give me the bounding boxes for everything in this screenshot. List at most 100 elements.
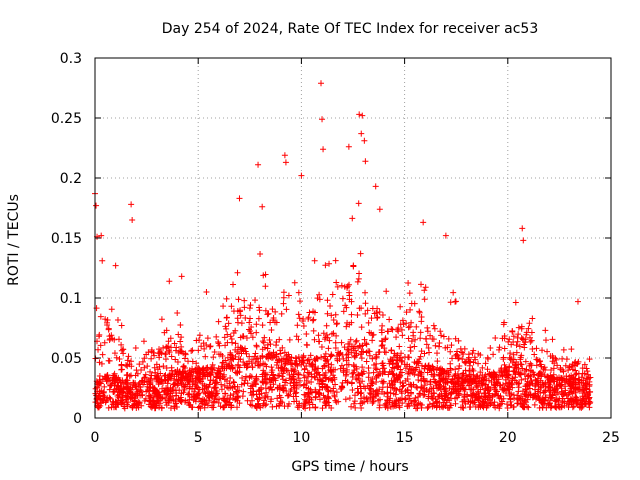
- roti-point: [480, 376, 487, 383]
- roti-point: [389, 364, 396, 371]
- roti-point: [379, 365, 386, 372]
- roti-point: [554, 389, 561, 396]
- roti-point: [301, 396, 308, 403]
- roti-point: [454, 370, 461, 377]
- roti-point: [533, 356, 540, 363]
- roti-point: [330, 372, 337, 379]
- x-tick-label: 0: [91, 430, 100, 446]
- roti-point: [196, 386, 203, 393]
- roti-point: [238, 320, 245, 327]
- roti-point: [501, 345, 508, 352]
- roti-point: [532, 392, 539, 399]
- roti-point: [295, 311, 302, 318]
- roti-point: [150, 388, 157, 395]
- roti-point: [509, 359, 516, 366]
- roti-point: [412, 366, 419, 373]
- roti-point: [127, 395, 134, 402]
- roti-point: [398, 326, 405, 333]
- roti-point: [175, 331, 182, 338]
- roti-point: [387, 390, 394, 397]
- roti-point: [221, 371, 228, 378]
- roti-point: [363, 340, 370, 347]
- roti-point: [404, 386, 411, 393]
- roti-point: [376, 308, 383, 315]
- roti-point: [240, 358, 247, 365]
- roti-point: [321, 362, 328, 369]
- roti-point: [344, 319, 351, 326]
- roti-point: [128, 363, 135, 370]
- roti-point: [447, 367, 454, 374]
- roti-point: [118, 366, 125, 373]
- roti-point: [365, 374, 372, 381]
- roti-point: [187, 383, 194, 390]
- roti-point: [561, 402, 568, 409]
- roti-point: [461, 393, 468, 400]
- roti-point: [368, 315, 375, 322]
- roti-point: [355, 372, 362, 379]
- roti-point: [345, 351, 352, 358]
- roti-point: [359, 364, 366, 371]
- roti-point: [204, 373, 211, 380]
- roti-point: [559, 355, 566, 362]
- roti-point: [500, 354, 507, 361]
- roti-point: [172, 381, 179, 388]
- roti-point: [373, 360, 380, 367]
- roti-point: [569, 399, 576, 406]
- roti-point: [385, 328, 392, 335]
- roti-point: [565, 375, 572, 382]
- roti-point: [281, 365, 288, 372]
- roti-point: [166, 278, 173, 285]
- roti-point: [259, 346, 266, 353]
- roti-point: [260, 370, 267, 377]
- roti-point: [470, 347, 477, 354]
- roti-point: [504, 404, 511, 411]
- roti-point: [323, 358, 330, 365]
- roti-point: [534, 388, 541, 395]
- roti-point: [280, 289, 287, 296]
- roti-point: [293, 355, 300, 362]
- roti-point: [436, 343, 443, 350]
- roti-point: [422, 378, 429, 385]
- roti-point: [259, 371, 266, 378]
- roti-point: [325, 395, 332, 402]
- roti-point: [567, 395, 574, 402]
- roti-point: [243, 373, 250, 380]
- roti-point: [178, 372, 185, 379]
- roti-point: [366, 329, 373, 336]
- roti-point: [101, 339, 108, 346]
- roti-point: [178, 334, 185, 341]
- roti-point: [541, 372, 548, 379]
- roti-point: [118, 361, 125, 368]
- roti-point: [477, 369, 484, 376]
- roti-point: [148, 348, 155, 355]
- roti-point: [162, 356, 169, 363]
- roti-point: [369, 355, 376, 362]
- roti-point: [584, 368, 591, 375]
- roti-point: [303, 341, 310, 348]
- roti-point: [542, 327, 549, 334]
- roti-point: [239, 375, 246, 382]
- roti-point: [264, 345, 271, 352]
- roti-point: [241, 297, 248, 304]
- roti-point: [424, 405, 431, 412]
- roti-point: [339, 295, 346, 302]
- roti-point: [230, 379, 237, 386]
- roti-point: [155, 381, 162, 388]
- roti-point: [243, 334, 250, 341]
- roti-point: [132, 345, 139, 352]
- roti-point: [203, 289, 210, 295]
- x-tick-label: 20: [499, 430, 517, 446]
- roti-point: [228, 356, 235, 363]
- roti-point: [363, 341, 370, 348]
- roti-point: [202, 353, 209, 360]
- roti-point: [265, 310, 272, 317]
- roti-point: [417, 329, 424, 336]
- roti-point: [185, 390, 192, 397]
- roti-point: [506, 336, 513, 343]
- roti-point: [116, 356, 123, 363]
- roti-point: [262, 380, 269, 387]
- roti-point: [108, 306, 115, 313]
- roti-point: [507, 350, 514, 357]
- roti-point: [223, 325, 230, 332]
- roti-point: [108, 332, 115, 339]
